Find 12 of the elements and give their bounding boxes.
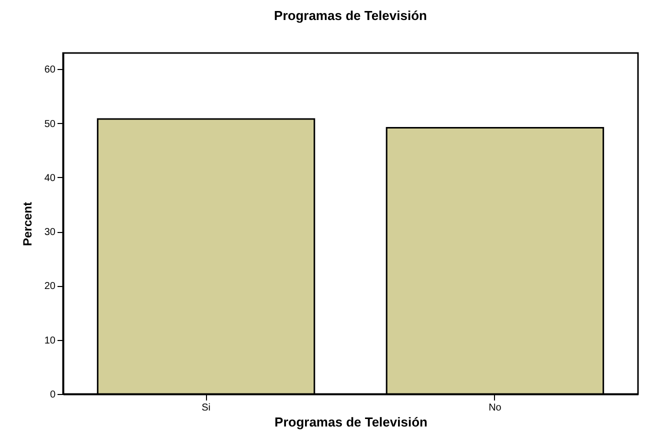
x-axis-title: Programas de Televisión <box>274 414 428 430</box>
y-tick-label: 50 <box>44 118 56 130</box>
y-tick-label: 30 <box>44 227 56 238</box>
y-tick-label: 10 <box>44 335 56 346</box>
y-tick-label: 0 <box>50 390 56 400</box>
y-tick-label: 20 <box>44 281 56 292</box>
chart-title: Programas de Televisión <box>274 8 428 23</box>
y-axis-title: Percent <box>20 202 34 246</box>
y-tick-label: 40 <box>44 172 56 184</box>
x-tick-label: No <box>488 402 502 414</box>
y-tick-label: 60 <box>44 64 56 76</box>
x-tick-label: Si <box>202 402 210 414</box>
